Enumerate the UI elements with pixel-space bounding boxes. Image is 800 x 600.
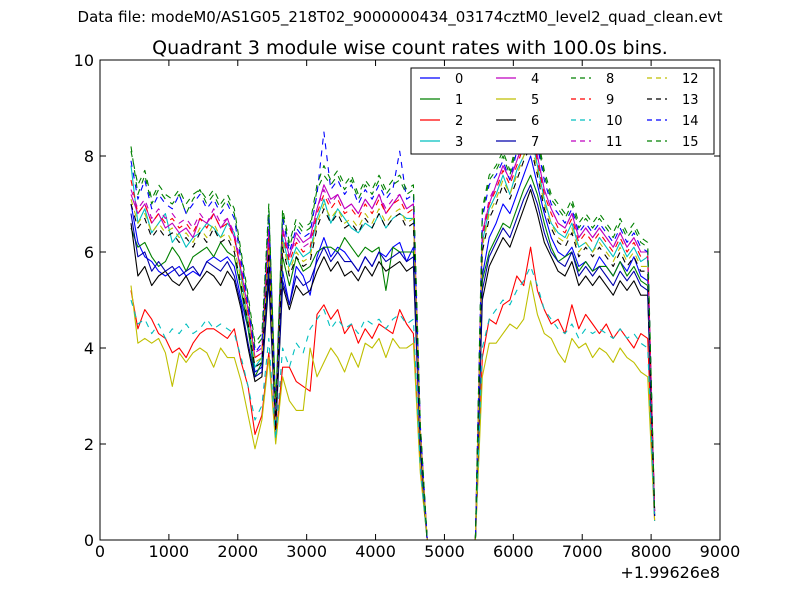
legend-label-11: 11 (606, 135, 623, 150)
x-tick-label: 4000 (355, 542, 396, 561)
y-tick-label: 0 (84, 531, 94, 550)
x-tick-label: 2000 (217, 542, 258, 561)
series-line-2 (130, 246, 656, 541)
legend-label-5: 5 (531, 93, 539, 108)
series-line-10 (130, 265, 656, 541)
legend-label-8: 8 (606, 72, 614, 87)
x-tick-label: 6000 (493, 542, 534, 561)
legend-label-6: 6 (531, 114, 539, 129)
x-tick-label: 8000 (631, 542, 672, 561)
legend-label-14: 14 (682, 114, 699, 129)
x-offset-label: +1.99626e8 (620, 563, 720, 582)
plot-frame (99, 59, 721, 541)
series-line-1 (130, 174, 656, 541)
legend-label-7: 7 (531, 135, 539, 150)
series-line-9 (130, 126, 656, 541)
x-tick-label: 9000 (700, 542, 741, 561)
legend-label-10: 10 (606, 114, 623, 129)
legend-label-13: 13 (682, 93, 699, 108)
series-line-8 (130, 112, 656, 541)
legend-label-15: 15 (682, 135, 699, 150)
legend-label-2: 2 (455, 114, 463, 129)
x-tick-label: 5000 (424, 542, 465, 561)
x-tick-label: 7000 (562, 542, 603, 561)
file-caption: Data file: modeM0/AS1G05_218T02_90000004… (77, 8, 723, 26)
series-line-13 (130, 145, 656, 541)
legend-box (410, 67, 715, 155)
y-tick-label: 8 (84, 147, 94, 166)
series-line-15 (130, 112, 656, 541)
legend-label-3: 3 (455, 135, 463, 150)
y-tick-label: 6 (84, 243, 94, 262)
y-tick-label: 10 (74, 51, 94, 70)
series-line-5 (130, 280, 656, 541)
series-line-11 (130, 121, 656, 541)
series-layer (130, 97, 656, 541)
y-tick-label: 4 (84, 339, 94, 358)
legend-label-12: 12 (682, 72, 699, 87)
series-line-3 (130, 131, 656, 541)
y-tick-label: 2 (84, 435, 94, 454)
chart-title: Quadrant 3 module wise count rates with … (152, 37, 668, 59)
x-tick-label: 1000 (149, 542, 190, 561)
x-tick-label: 0 (95, 542, 105, 561)
legend-label-1: 1 (455, 93, 463, 108)
legend-label-9: 9 (606, 93, 614, 108)
x-tick-label: 3000 (286, 542, 327, 561)
series-line-12 (130, 141, 656, 541)
legend-label-4: 4 (531, 72, 539, 87)
series-line-6 (130, 189, 656, 541)
series-line-7 (130, 184, 656, 541)
legend-label-0: 0 (455, 72, 463, 87)
tick-layer: 0 1000 2000 3000 4000 5000 6000 7000 8000 9000 0 2 4… (74, 51, 741, 561)
